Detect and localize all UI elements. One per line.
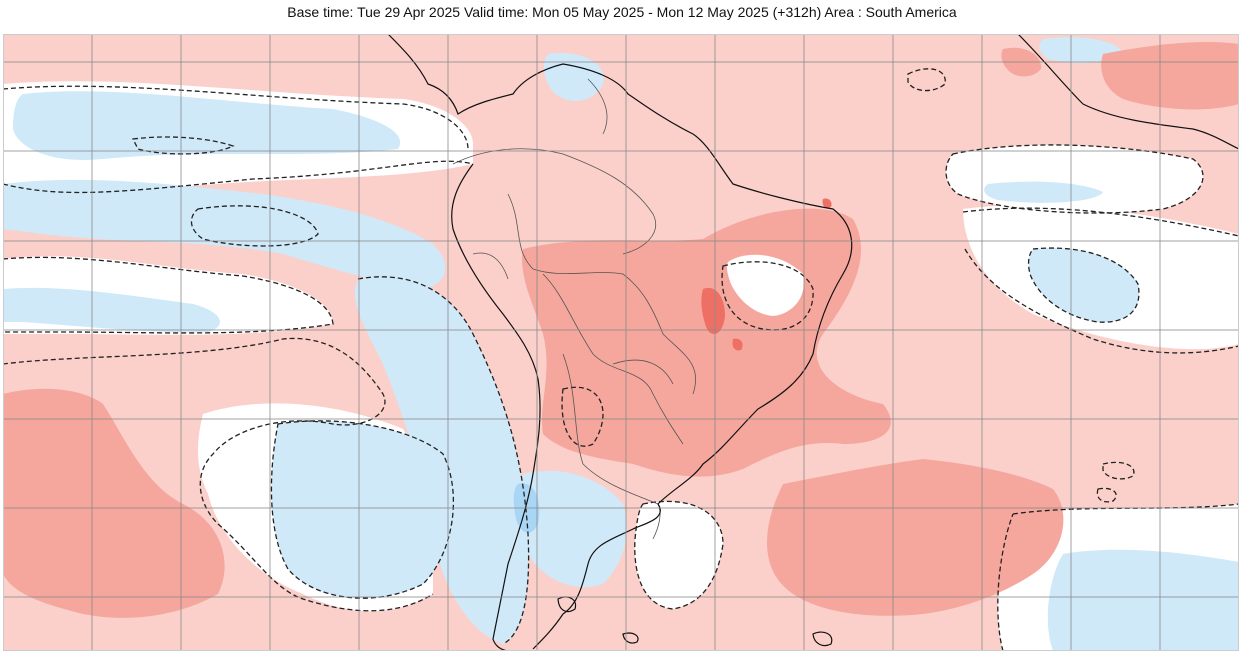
graticule bbox=[3, 34, 1239, 651]
zero-contours bbox=[3, 68, 1239, 651]
country-borders bbox=[452, 78, 697, 540]
chart-title: Base time: Tue 29 Apr 2025 Valid time: M… bbox=[287, 4, 957, 20]
warm-anomaly-strong bbox=[3, 42, 1239, 618]
cool-anomaly-areas bbox=[3, 37, 1239, 651]
map-frame bbox=[3, 34, 1239, 651]
anomaly-map bbox=[3, 34, 1239, 651]
coastlines bbox=[387, 34, 1239, 651]
